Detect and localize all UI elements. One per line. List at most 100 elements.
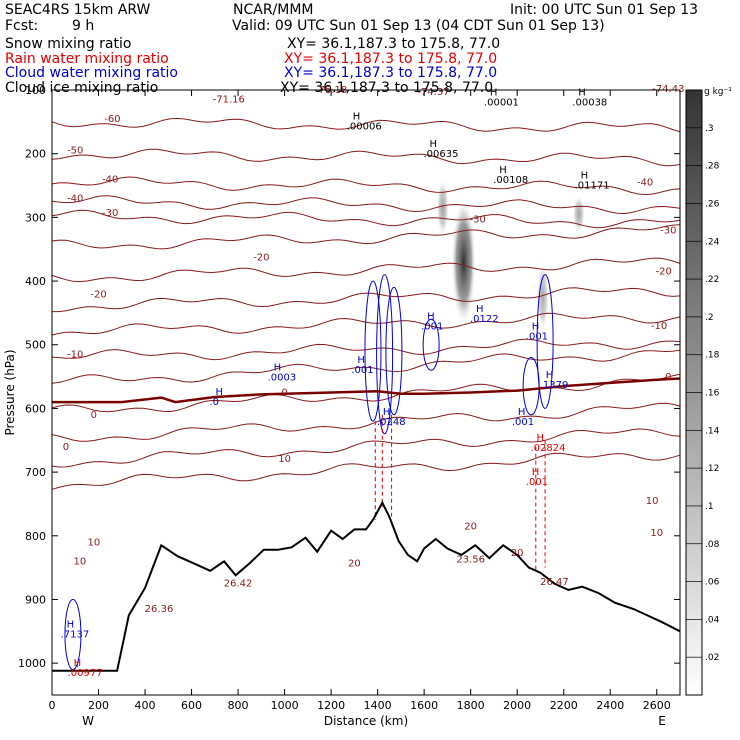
temperature-contour-label-20: 0 (63, 442, 69, 453)
maximum-value-label-8: .0003 (268, 372, 297, 383)
isotherm-10 (51, 349, 681, 384)
temperature-contour-label-14: -20 (656, 267, 672, 278)
colorbar-tick-label-9: .2 (705, 313, 714, 323)
maximum-marker-18: H (74, 658, 82, 669)
temperature-contour-label-24: 10 (74, 556, 87, 567)
temperature-contour-label-17: 0 (665, 372, 671, 383)
colorbar-tick-label-7: .16 (705, 389, 720, 399)
ytick-label-2: 300 (25, 211, 46, 224)
isotherm-5 (51, 224, 681, 250)
ytick-label-3: 400 (25, 275, 46, 288)
colorbar-unit-label: g kg⁻¹ (704, 87, 732, 97)
y-axis-label: Pressure (hPa) (3, 349, 17, 435)
x-axis-label: Distance (km) (324, 714, 408, 728)
maximum-value-label-3: .01171 (575, 181, 610, 192)
temperature-contour-label-18: 0 (281, 388, 287, 399)
xtick-label-1: 200 (88, 699, 109, 712)
field-snow-name: Snow mixing ratio (5, 36, 132, 52)
snow-shading-1 (436, 179, 449, 237)
init-time: Init: 00 UTC Sun 01 Sep 13 (510, 2, 699, 18)
temperature-contour-label-15: -10 (67, 349, 83, 360)
valid-time: Valid: 09 UTC Sun 01 Sep 13 (04 CDT Sun … (232, 18, 605, 34)
colorbar-tick-label-11: .24 (705, 237, 720, 247)
temperature-contour-label-6: -40 (637, 178, 653, 189)
maximum-marker-4: H (490, 87, 498, 98)
maximum-marker-2: H (499, 165, 507, 176)
xtick-label-10: 2000 (503, 699, 531, 712)
maximum-marker-16: H (532, 467, 540, 478)
isotherm-7 (52, 287, 681, 313)
field-cloudwater-xy: XY= 36.1,187.3 to 175.8, 77.0 (284, 65, 498, 81)
maximum-marker-11: H (532, 322, 540, 333)
field-rain-xy: XY= 36.1,187.3 to 175.8, 77.0 (284, 51, 498, 67)
temperature-contour-label-27: 20 (464, 521, 477, 532)
maximum-value-label-12: .1379 (540, 380, 569, 391)
temperature-contour-label-31: 26.36 (145, 604, 174, 615)
colorbar-tick-label-12: .26 (705, 199, 720, 209)
xtick-label-8: 1600 (410, 699, 438, 712)
maximum-value-label-1: .00635 (423, 149, 458, 160)
colorbar-tick-label-5: .12 (705, 464, 719, 474)
xtick-label-2: 400 (135, 699, 156, 712)
colorbar-tick-label-0: .02 (705, 653, 719, 663)
temperature-contour-label-5: -50 (67, 146, 83, 157)
isotherm-14 (51, 452, 681, 490)
temperature-contour-label-8: -40 (67, 193, 83, 204)
maximum-marker-0: H (353, 111, 361, 122)
west-end-label: W (82, 714, 94, 728)
maximum-value-label-5: .00038 (572, 97, 607, 108)
ytick-label-0: 100 (25, 84, 46, 97)
temperature-contour-label-9: -30 (102, 208, 118, 219)
east-end-label: E (658, 714, 666, 728)
temperature-contour-label-16: -10 (651, 321, 667, 332)
org-label: NCAR/MMM (233, 2, 314, 18)
colorbar-tick-label-1: .04 (705, 615, 720, 625)
ytick-label-9: 1000 (18, 657, 46, 670)
maximum-value-label-7: .001 (421, 321, 443, 332)
maximum-marker-3: H (581, 171, 589, 182)
maximum-marker-14: H (383, 407, 391, 418)
temperature-contour-label-7: -40 (102, 174, 118, 185)
colorbar-tick-label-6: .14 (705, 426, 720, 436)
field-cloudice-name: Cloud ice mixing ratio (5, 80, 159, 96)
isotherm-4 (51, 209, 681, 229)
maximum-value-label-16: .001 (526, 477, 548, 488)
temperature-contour-label-2: -74.37 (417, 87, 449, 98)
xtick-label-11: 2200 (550, 699, 578, 712)
cloud-water-contour-3 (536, 274, 554, 409)
cloud-water-contour-0 (364, 280, 382, 422)
colorbar-tick-label-3: .08 (705, 540, 720, 550)
isotherm-6 (51, 257, 681, 283)
temperature-contour-label-21: 10 (278, 454, 291, 465)
cloud-water-contour-1 (376, 274, 394, 435)
snow-shading-3 (572, 195, 585, 234)
xtick-label-9: 1800 (457, 699, 485, 712)
maximum-value-label-13: .001 (512, 417, 534, 428)
maximum-marker-17: H (67, 620, 75, 631)
temperature-contour-label-29: 23.56 (456, 555, 485, 566)
fcst-value: 9 h (72, 18, 95, 34)
xtick-label-7: 1400 (364, 699, 392, 712)
ytick-label-6: 700 (25, 466, 46, 479)
ytick-label-7: 800 (25, 530, 46, 543)
isotherm-13 (51, 428, 681, 468)
maximum-value-label-14: .0248 (377, 417, 406, 428)
temperature-contour-label-13: -20 (90, 290, 106, 301)
isotherm-11 (51, 373, 681, 413)
maximum-value-label-4: .00001 (484, 97, 519, 108)
temperature-contour-label-22: 10 (646, 496, 659, 507)
maximum-marker-15: H (536, 433, 544, 444)
temperature-contour-label-19: 0 (91, 410, 97, 421)
maximum-marker-1: H (429, 139, 437, 150)
isotherm-3 (51, 195, 681, 215)
xtick-label-12: 2400 (596, 699, 624, 712)
maximum-marker-9: H (215, 387, 223, 398)
temperature-contour-label-4: -60 (104, 114, 120, 125)
temperature-contour-label-11: -30 (660, 225, 676, 236)
xtick-label-4: 800 (228, 699, 249, 712)
ytick-label-1: 200 (25, 148, 46, 161)
temperature-contour-label-25: 10 (650, 528, 663, 539)
temperature-contour-label-26: 20 (348, 558, 361, 569)
temperature-contour-label-10: -30 (469, 214, 485, 225)
maximum-value-label-18: .00977 (68, 668, 103, 679)
